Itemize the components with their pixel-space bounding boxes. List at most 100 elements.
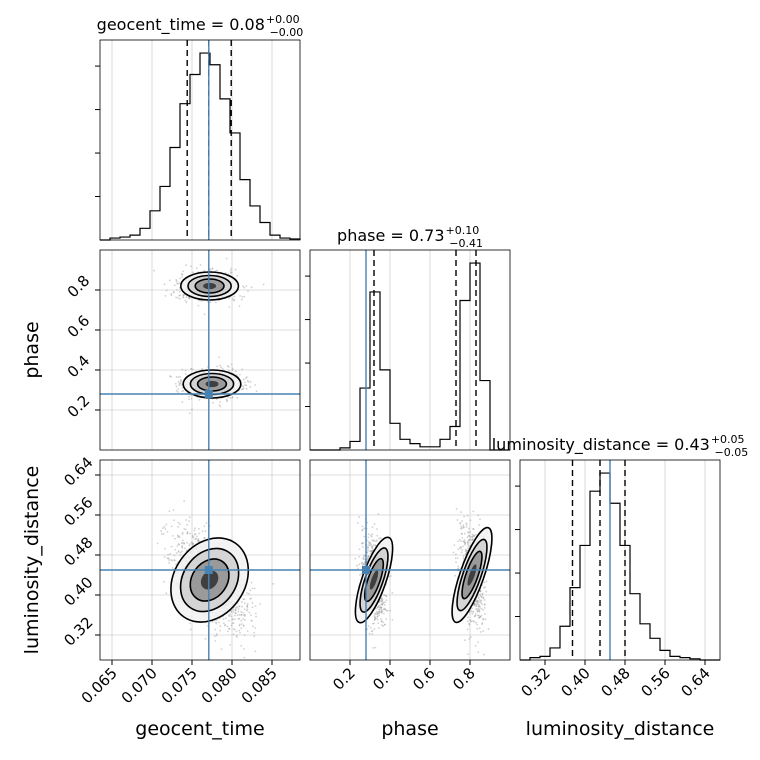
scatter-point [462,524,465,527]
scatter-point [479,590,482,593]
scatter-point [217,621,220,624]
scatter-point [211,267,214,270]
scatter-point [245,285,248,288]
scatter-point [182,270,185,273]
scatter-point [238,614,241,616]
scatter-point [232,618,235,621]
scatter-point [477,667,479,669]
scatter-point [181,545,184,547]
scatter-point [361,542,364,545]
scatter-point [383,594,385,597]
scatter-point [168,562,170,564]
scatter-point [473,535,475,538]
scatter-point [384,594,387,597]
scatter-point [463,539,466,541]
histogram-luminosity_distance [520,472,720,661]
scatter-point [362,556,365,559]
scatter-point [475,602,478,605]
scatter-point [186,532,189,535]
panel-grid [111,40,273,240]
scatter-point [373,523,376,526]
scatter-point [188,297,191,300]
scatter-point [468,539,471,542]
scatter-point [240,388,243,391]
scatter-point [201,530,204,533]
scatter-point [188,622,191,625]
scatter-point [472,534,475,537]
scatter-point [234,608,237,611]
scatter-point [473,620,476,623]
scatter-point [229,397,232,400]
scatter-point [389,575,392,577]
scatter-point [383,603,386,606]
scatter-point [475,608,478,611]
scatter-point [460,527,462,530]
scatter-point [224,617,227,620]
x-tick-label-phase: 0.6 [409,664,439,694]
scatter-point [181,550,183,553]
scatter-point [379,606,382,609]
scatter-point [197,539,200,542]
scatter-point [272,582,275,585]
scatter-point [477,605,480,608]
scatter-point [163,556,166,558]
scatter-point [203,536,206,539]
scatter-point [195,535,198,538]
panel-content [100,460,300,660]
scatter-point [371,526,374,528]
scatter-point [229,643,232,646]
scatter-point [179,554,182,557]
scatter-point [381,602,384,604]
scatter-point [242,625,245,627]
scatter-point [380,611,383,614]
scatter-point [239,295,241,297]
scatter-point [240,623,243,625]
scatter-point [250,620,253,622]
scatter-point [358,516,360,518]
scatter-point [215,622,218,625]
scatter-point [250,286,253,289]
scatter-point [379,537,382,540]
scatter-point [247,380,250,383]
scatter-point [374,617,377,620]
scatter-point [169,552,172,555]
scatter-point [249,386,252,388]
scatter-point [469,636,472,638]
scatter-point [242,624,245,627]
scatter-point [363,561,366,564]
scatter-point [181,533,184,536]
scatter-point [377,513,380,515]
scatter-point [481,622,484,624]
scatter-point [170,292,173,295]
scatter-point [235,630,238,633]
scatter-point [218,404,221,406]
scatter-point [166,530,169,533]
scatter-point [181,539,184,542]
scatter-point [391,591,394,594]
scatter-point [374,613,377,616]
scatter-point [237,608,240,610]
scatter-point [473,603,476,606]
scatter-point [478,617,480,619]
scatter-point [250,619,253,622]
xlabel-phase: phase [381,718,438,740]
scatter-point [194,527,197,530]
scatter-point [176,545,179,547]
scatter-point [231,298,234,300]
scatter-point [475,604,478,607]
scatter-point [473,534,475,537]
scatter-point [480,614,483,617]
scatter-point [378,610,381,613]
scatter-point [369,550,372,552]
scatter-point [247,592,250,595]
ylabel-phase: phase [21,321,43,378]
scatter-point [185,301,188,304]
scatter-point [380,597,383,600]
scatter-point [360,562,363,565]
scatter-point [227,614,230,617]
scatter-point [454,574,457,577]
x-tick-label-geocent_time: 0.065 [78,664,121,707]
scatter-point [170,525,173,528]
scatter-point [177,535,180,538]
scatter-point [240,613,243,616]
